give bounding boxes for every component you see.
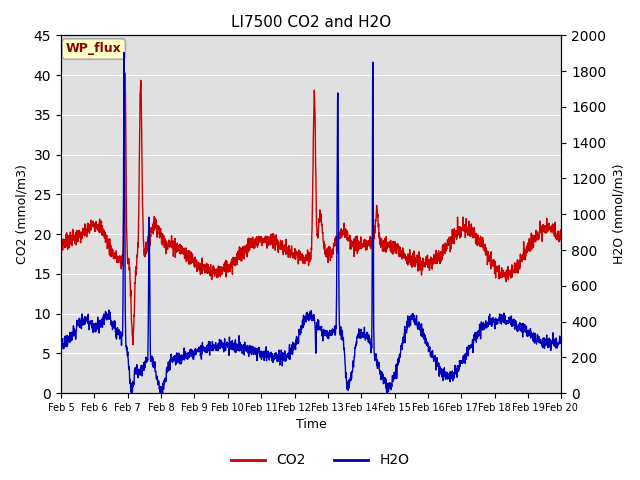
CO2 (288, 243, 296, 249)
H2O (543, 337, 551, 343)
CO2 (543, 229, 551, 235)
H2O (301, 317, 308, 323)
CO2 (557, 237, 565, 242)
H2O (452, 363, 460, 369)
CO2 (83, 227, 90, 233)
Line: H2O: H2O (61, 52, 561, 393)
Legend: CO2, H2O: CO2, H2O (225, 448, 415, 473)
H2O (557, 336, 565, 341)
CO2 (129, 342, 137, 348)
H2O (83, 317, 90, 323)
Text: WP_flux: WP_flux (66, 43, 122, 56)
Line: CO2: CO2 (61, 73, 561, 345)
CO2 (543, 223, 551, 229)
X-axis label: Time: Time (296, 419, 326, 432)
CO2 (57, 235, 65, 240)
H2O (288, 350, 296, 356)
H2O (57, 342, 65, 348)
Title: LI7500 CO2 and H2O: LI7500 CO2 and H2O (231, 15, 391, 30)
CO2 (301, 255, 308, 261)
CO2 (121, 70, 129, 76)
Y-axis label: CO2 (mmol/m3): CO2 (mmol/m3) (15, 164, 28, 264)
Y-axis label: H2O (mmol/m3): H2O (mmol/m3) (612, 164, 625, 264)
CO2 (452, 230, 460, 236)
H2O (127, 390, 135, 396)
H2O (543, 339, 551, 345)
H2O (120, 49, 128, 55)
